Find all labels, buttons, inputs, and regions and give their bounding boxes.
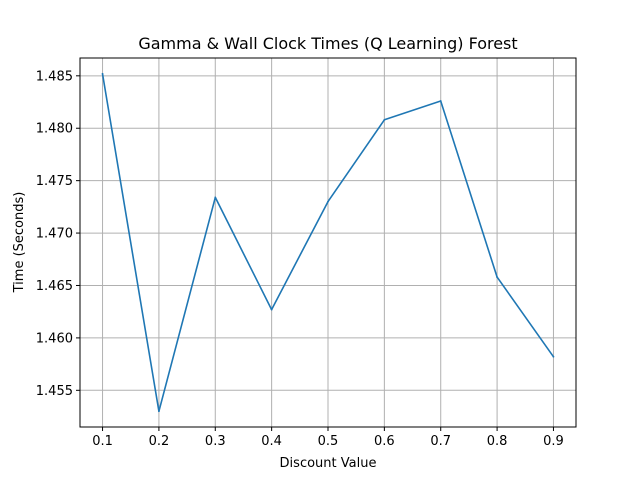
x-tick-label: 0.9	[543, 434, 564, 449]
data-point	[101, 72, 104, 75]
y-tick-label: 1.455	[36, 384, 73, 399]
chart-title: Gamma & Wall Clock Times (Q Learning) Fo…	[138, 34, 517, 53]
y-tick-label: 1.485	[36, 69, 73, 84]
x-tick-label: 0.8	[487, 434, 508, 449]
y-tick-label: 1.470	[36, 227, 73, 242]
y-axis-label: Time (Seconds)	[12, 192, 27, 294]
x-axis-ticks: 0.1 0.2 0.3 0.4 0.5 0.6 0.7 0.8 0.9	[92, 427, 564, 449]
data-point	[214, 196, 217, 199]
x-tick-label: 0.5	[318, 434, 339, 449]
x-tick-label: 0.1	[92, 434, 113, 449]
y-tick-label: 1.475	[36, 174, 73, 189]
data-point	[552, 355, 555, 358]
y-tick-label: 1.465	[36, 279, 73, 294]
y-tick-label: 1.480	[36, 122, 73, 137]
x-tick-label: 0.3	[205, 434, 226, 449]
x-tick-label: 0.4	[261, 434, 282, 449]
data-point	[439, 100, 442, 102]
data-point	[158, 410, 160, 413]
x-tick-label: 0.2	[149, 434, 170, 449]
series-layer	[101, 72, 555, 413]
x-tick-label: 0.7	[430, 434, 451, 449]
x-axis-label: Discount Value	[280, 456, 377, 471]
data-point	[270, 308, 273, 311]
data-point	[383, 118, 386, 121]
y-axis-ticks: 1.455 1.460 1.465 1.470 1.475 1.480 1.485	[36, 69, 80, 399]
data-point	[327, 200, 329, 203]
y-tick-label: 1.460	[36, 331, 73, 346]
x-tick-label: 0.6	[374, 434, 395, 449]
data-point	[496, 276, 498, 278]
